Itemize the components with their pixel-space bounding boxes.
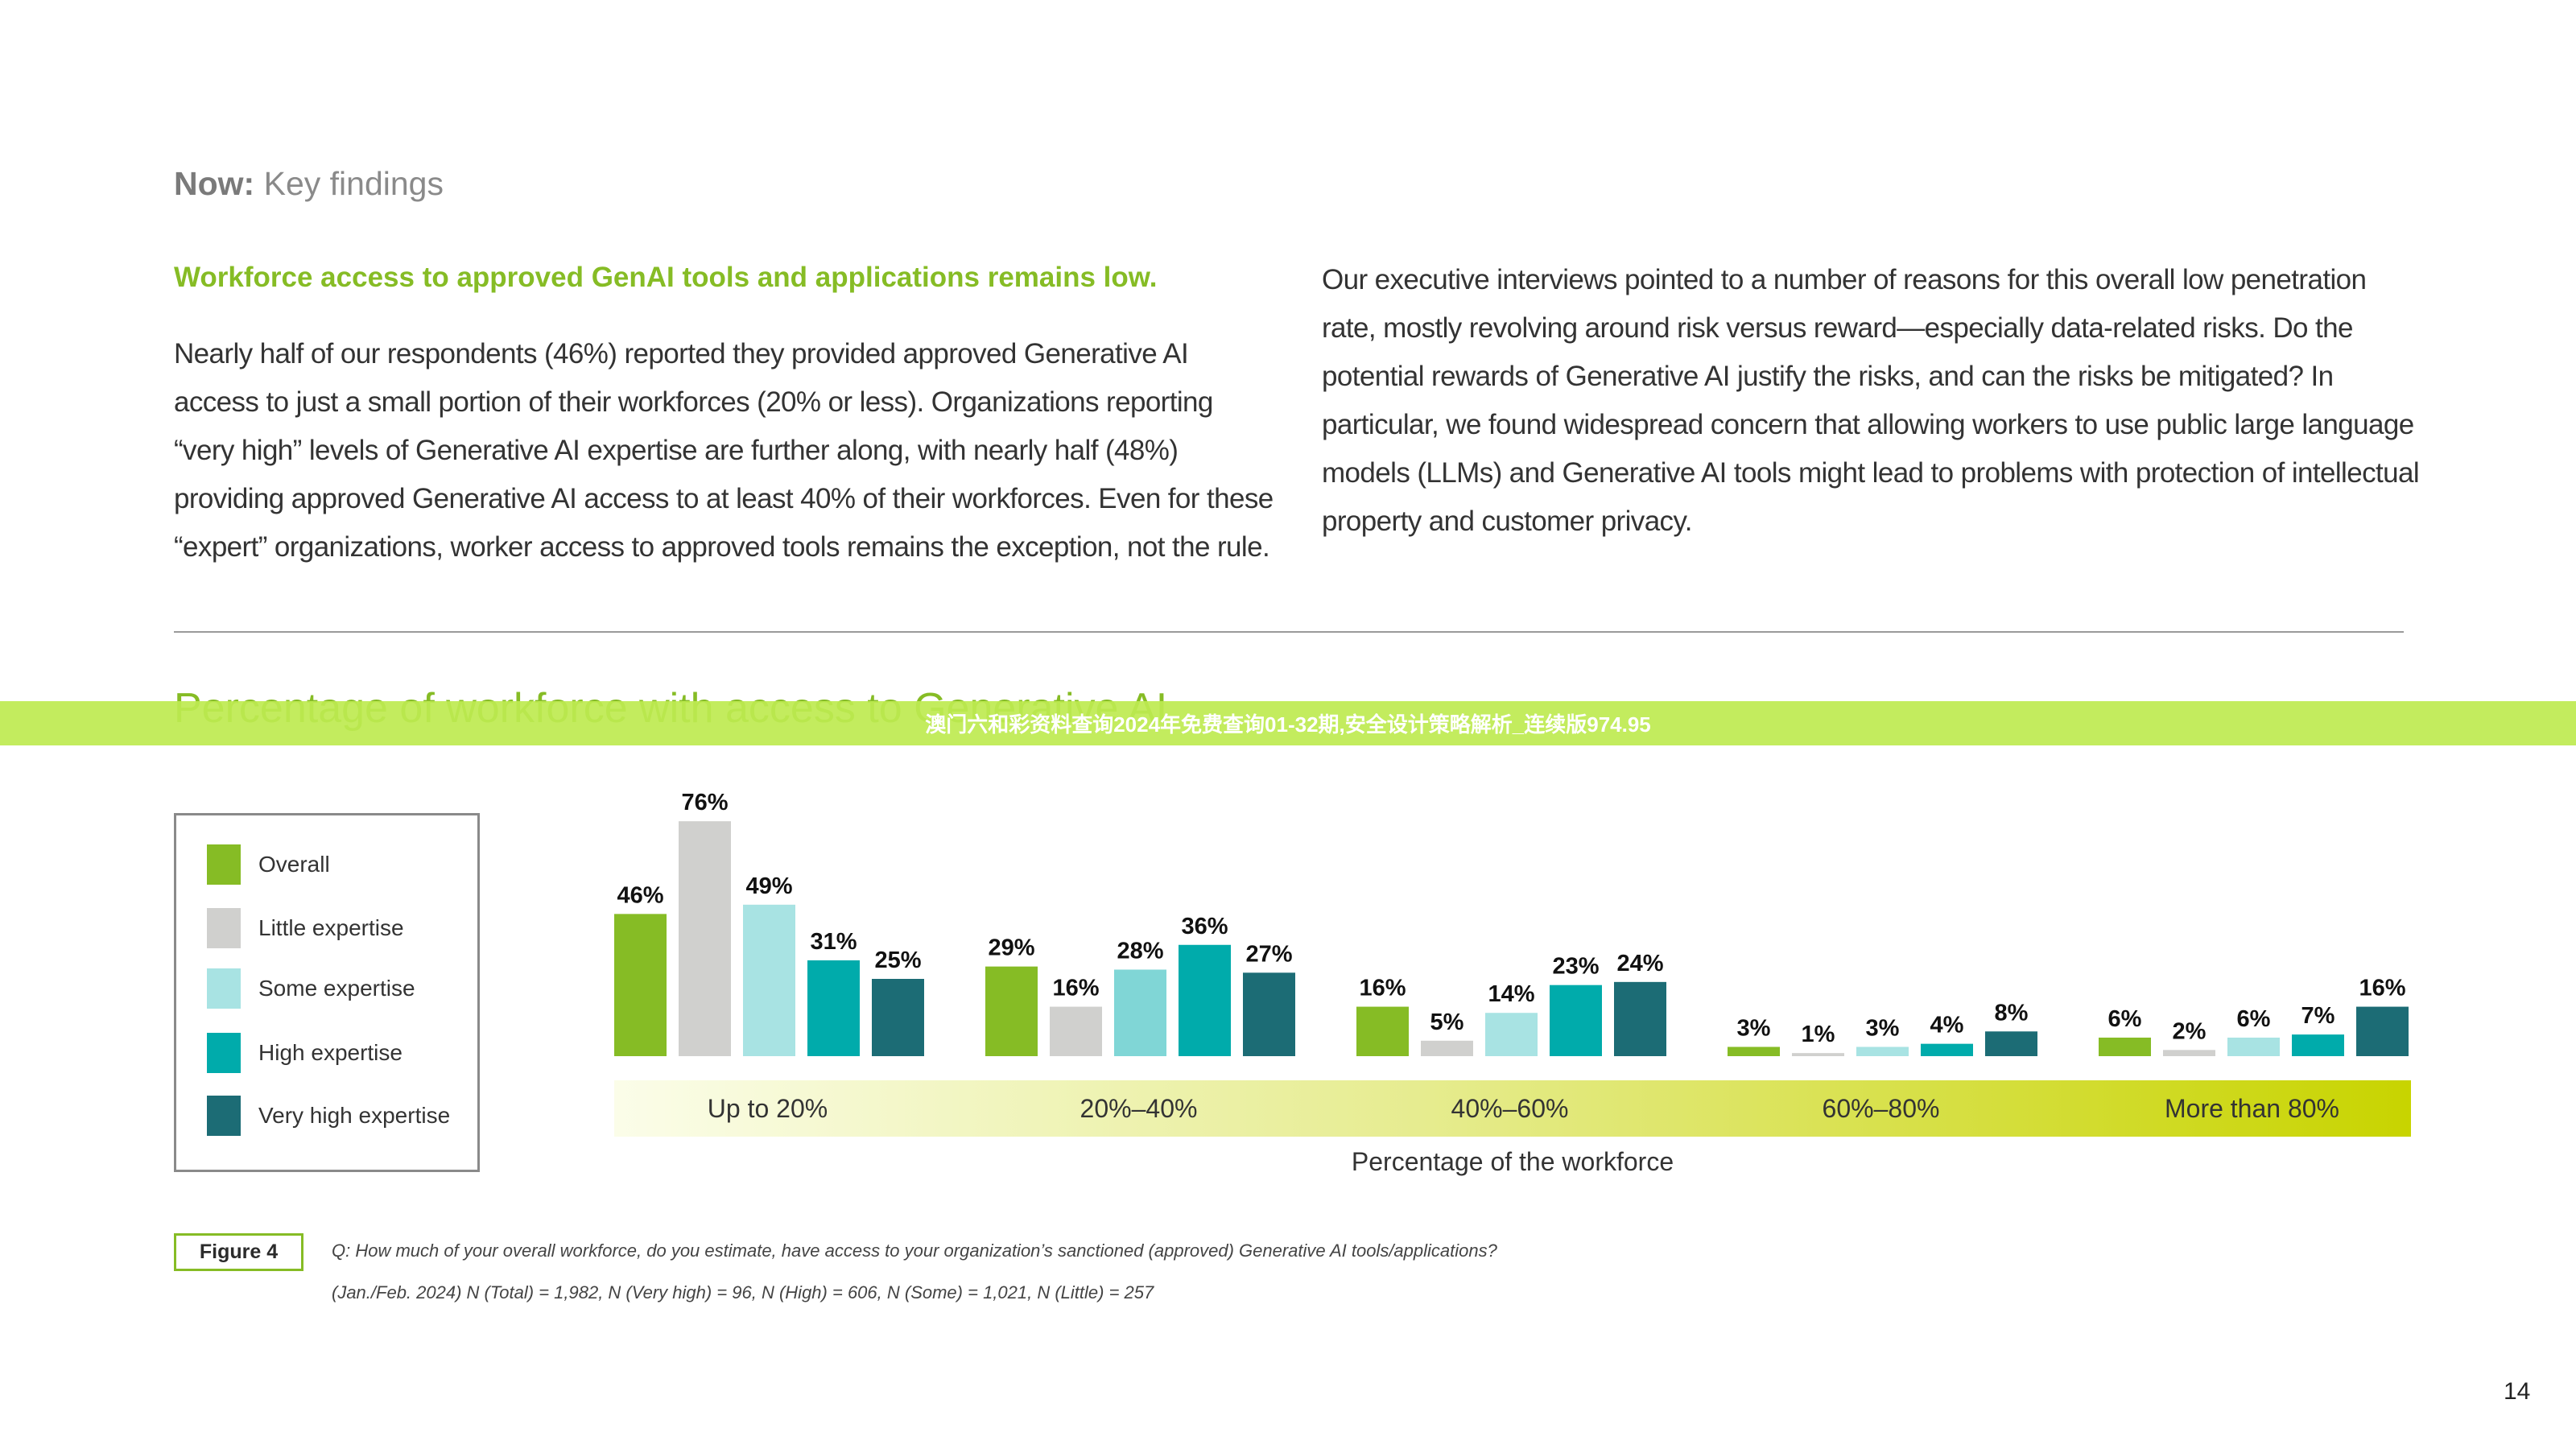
category-label: Up to 20%: [707, 1094, 828, 1123]
legend-label: Overall: [258, 852, 330, 877]
bar: [2292, 1034, 2344, 1056]
bar: [1728, 1046, 1780, 1056]
data-label: 5%: [1430, 1009, 1464, 1035]
legend-label: Little expertise: [258, 915, 404, 940]
legend-swatch: [207, 908, 241, 948]
section-heading: Now: Key findings: [174, 165, 444, 202]
page-number: 14: [2504, 1378, 2531, 1405]
bar: [2227, 1037, 2280, 1056]
bar: [1050, 1006, 1102, 1056]
figure-label: Figure 4: [174, 1233, 303, 1271]
data-label: 76%: [681, 790, 728, 815]
bar: [2356, 1006, 2409, 1056]
bar: [1792, 1053, 1844, 1056]
bar: [1356, 1006, 1409, 1056]
data-label: 1%: [1802, 1022, 1835, 1047]
right-paragraph: Our executive interviews pointed to a nu…: [1322, 264, 2420, 537]
lead-heading: Workforce access to approved GenAI tools…: [174, 262, 1158, 293]
overlay-banner: 澳门六和彩资料查询2024年免费查询01-32期,安全设计策略解析_连续版974…: [0, 701, 2576, 745]
bar: [1856, 1046, 1909, 1056]
data-label: 7%: [2301, 1003, 2335, 1029]
data-label: 3%: [1866, 1015, 1900, 1041]
data-label: 28%: [1117, 938, 1163, 964]
chart-legend: Overall Little expertise Some expertise Hig…: [174, 813, 480, 1172]
category-band: [614, 1080, 2411, 1137]
legend-item: Little expertise: [207, 908, 404, 948]
banner-text: 澳门六和彩资料查询2024年免费查询01-32期,安全设计策略解析_连续版974…: [925, 712, 1651, 737]
data-label: 27%: [1245, 941, 1292, 967]
data-label: 6%: [2108, 1006, 2142, 1032]
data-label: 6%: [2237, 1006, 2271, 1032]
data-label: 36%: [1181, 914, 1228, 939]
bar: [1985, 1031, 2037, 1056]
bar: [1421, 1040, 1473, 1056]
data-label: 8%: [1995, 1000, 2029, 1026]
legend-swatch: [207, 1096, 241, 1136]
data-label: 4%: [1930, 1013, 1964, 1038]
figure-question: Q: How much of your overall workforce, d…: [332, 1241, 1497, 1261]
data-label: 46%: [617, 882, 663, 908]
bar: [1179, 944, 1231, 1056]
legend-swatch: [207, 968, 241, 1009]
legend-item: High expertise: [207, 1033, 402, 1073]
data-label: 24%: [1616, 951, 1663, 976]
legend-swatch: [207, 844, 241, 885]
bar: [614, 914, 667, 1056]
legend-label: High expertise: [258, 1040, 402, 1065]
data-label: 16%: [1052, 976, 1099, 1001]
legend-item: Very high expertise: [207, 1096, 450, 1136]
legend-label: Some expertise: [258, 976, 415, 1001]
bar: [2163, 1050, 2215, 1056]
bar: [985, 966, 1038, 1056]
data-label: 29%: [988, 935, 1034, 961]
data-label: 3%: [1737, 1015, 1771, 1041]
bar: [1921, 1043, 1973, 1056]
category-label: 20%–40%: [1080, 1094, 1198, 1123]
category-label: 60%–80%: [1822, 1094, 1940, 1123]
bar: [1243, 972, 1295, 1056]
bar: [1550, 985, 1602, 1056]
data-label: 23%: [1552, 954, 1599, 980]
data-label: 16%: [2359, 976, 2405, 1001]
data-label: 49%: [745, 873, 792, 899]
legend-label: Very high expertise: [258, 1103, 451, 1128]
data-label: 16%: [1359, 976, 1406, 1001]
legend-swatch: [207, 1033, 241, 1073]
category-label: More than 80%: [2164, 1094, 2339, 1123]
legend-item: Overall: [207, 844, 330, 885]
x-axis-label: Percentage of the workforce: [1351, 1147, 1674, 1176]
bar: [2099, 1037, 2151, 1056]
bar: [807, 960, 860, 1056]
data-label: 2%: [2173, 1018, 2207, 1044]
divider: [174, 631, 2404, 633]
data-label: 31%: [810, 929, 857, 955]
bar: [679, 821, 731, 1056]
bar: [872, 979, 924, 1056]
bar: [743, 904, 795, 1056]
data-label: 14%: [1488, 981, 1534, 1007]
category-label: 40%–60%: [1451, 1094, 1569, 1123]
bar: [1485, 1013, 1538, 1056]
figure-sample: (Jan./Feb. 2024) N (Total) = 1,982, N (V…: [332, 1282, 1154, 1302]
left-paragraph: Nearly half of our respondents (46%) rep…: [174, 338, 1274, 563]
data-label: 25%: [874, 947, 921, 973]
legend-item: Some expertise: [207, 968, 415, 1009]
bar: [1114, 969, 1166, 1056]
bar: [1614, 981, 1666, 1056]
